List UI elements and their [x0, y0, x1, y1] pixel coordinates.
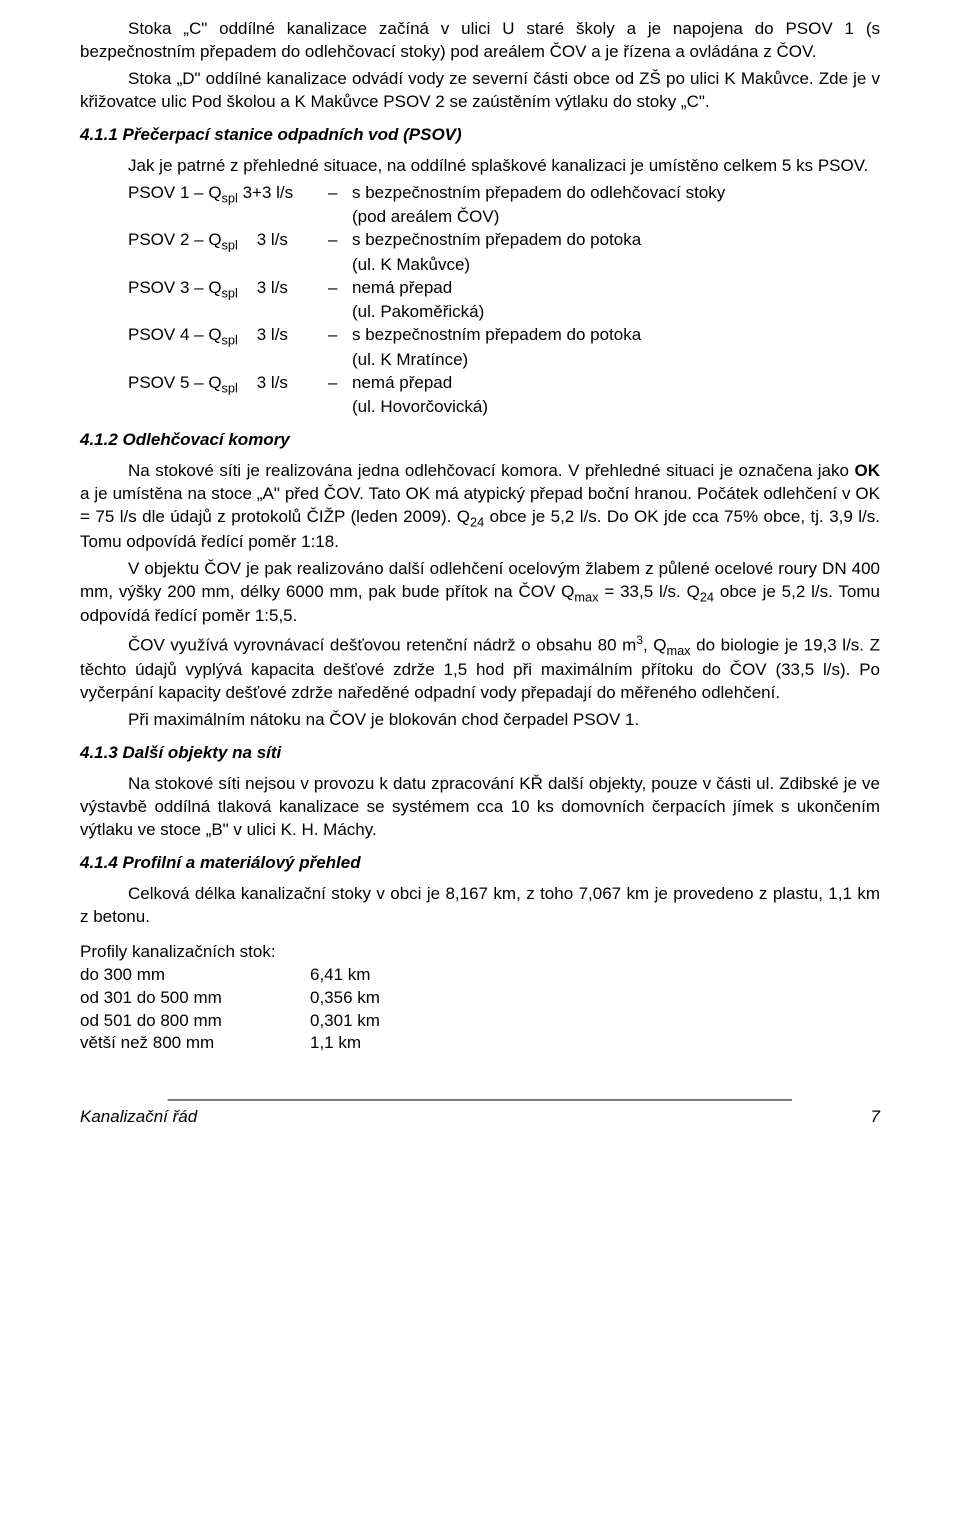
psov-sub: (ul. Hovorčovická): [352, 396, 880, 419]
dash: –: [328, 229, 352, 252]
psov-row: PSOV 1 – Qspl 3+3 l/s – s bezpečnostním …: [128, 182, 880, 207]
psov-label: PSOV 2 – Qspl 3 l/s: [128, 229, 328, 254]
document-page: Stoka „C" oddílné kanalizace začíná v ul…: [40, 0, 920, 1153]
dash: –: [328, 182, 352, 205]
psov-sub: (ul. K Mratínce): [352, 349, 880, 372]
psov-desc: s bezpečnostním přepadem do odlehčovací …: [352, 182, 880, 205]
psov-row: PSOV 2 – Qspl 3 l/s – s bezpečnostním př…: [128, 229, 880, 254]
profile-row: větší než 800 mm 1,1 km: [80, 1032, 880, 1055]
psov-desc: nemá přepad: [352, 372, 880, 395]
profile-label: od 301 do 500 mm: [80, 987, 310, 1010]
psov-row: PSOV 5 – Qspl 3 l/s – nemá přepad: [128, 372, 880, 397]
heading-4-1-4: 4.1.4 Profilní a materiálový přehled: [80, 852, 880, 875]
heading-4-1-1: 4.1.1 Přečerpací stanice odpadních vod (…: [80, 124, 880, 147]
paragraph: Stoka „D" oddílné kanalizace odvádí vody…: [80, 68, 880, 114]
psov-label: PSOV 1 – Qspl 3+3 l/s: [128, 182, 328, 207]
paragraph: ČOV využívá vyrovnávací dešťovou retenčn…: [80, 632, 880, 705]
psov-label: PSOV 4 – Qspl 3 l/s: [128, 324, 328, 349]
paragraph: Při maximálním nátoku na ČOV je blokován…: [80, 709, 880, 732]
footer-divider: ________________________________________…: [80, 1081, 880, 1104]
profile-label: od 501 do 800 mm: [80, 1010, 310, 1033]
profile-row: do 300 mm 6,41 km: [80, 964, 880, 987]
profiles-title: Profily kanalizačních stok:: [80, 941, 880, 964]
psov-row: PSOV 4 – Qspl 3 l/s – s bezpečnostním př…: [128, 324, 880, 349]
dash: –: [328, 324, 352, 347]
profile-row: od 301 do 500 mm 0,356 km: [80, 987, 880, 1010]
psov-list: PSOV 1 – Qspl 3+3 l/s – s bezpečnostním …: [128, 182, 880, 420]
profile-label: do 300 mm: [80, 964, 310, 987]
heading-4-1-2: 4.1.2 Odlehčovací komory: [80, 429, 880, 452]
profile-row: od 501 do 800 mm 0,301 km: [80, 1010, 880, 1033]
page-number: 7: [871, 1106, 880, 1129]
paragraph: Na stokové síti je realizována jedna odl…: [80, 460, 880, 553]
profiles-block: Profily kanalizačních stok: do 300 mm 6,…: [80, 941, 880, 1056]
psov-label: PSOV 3 – Qspl 3 l/s: [128, 277, 328, 302]
page-footer: ________________________________________…: [80, 1081, 880, 1129]
profile-value: 0,356 km: [310, 987, 380, 1010]
profile-label: větší než 800 mm: [80, 1032, 310, 1055]
paragraph: Na stokové síti nejsou v provozu k datu …: [80, 773, 880, 842]
psov-row: PSOV 3 – Qspl 3 l/s – nemá přepad: [128, 277, 880, 302]
paragraph: Stoka „C" oddílné kanalizace začíná v ul…: [80, 18, 880, 64]
dash: –: [328, 277, 352, 300]
psov-desc: s bezpečnostním přepadem do potoka: [352, 229, 880, 252]
psov-desc: s bezpečnostním přepadem do potoka: [352, 324, 880, 347]
psov-sub: (ul. K Makůvce): [352, 254, 880, 277]
footer-title: Kanalizační řád: [80, 1106, 197, 1129]
paragraph: Jak je patrné z přehledné situace, na od…: [80, 155, 880, 178]
psov-sub: (ul. Pakoměřická): [352, 301, 880, 324]
paragraph: Celková délka kanalizační stoky v obci j…: [80, 883, 880, 929]
dash: –: [328, 372, 352, 395]
heading-4-1-3: 4.1.3 Další objekty na síti: [80, 742, 880, 765]
profile-value: 1,1 km: [310, 1032, 361, 1055]
profile-value: 6,41 km: [310, 964, 370, 987]
psov-sub: (pod areálem ČOV): [352, 206, 880, 229]
paragraph: V objektu ČOV je pak realizováno další o…: [80, 558, 880, 628]
psov-label: PSOV 5 – Qspl 3 l/s: [128, 372, 328, 397]
profile-value: 0,301 km: [310, 1010, 380, 1033]
psov-desc: nemá přepad: [352, 277, 880, 300]
